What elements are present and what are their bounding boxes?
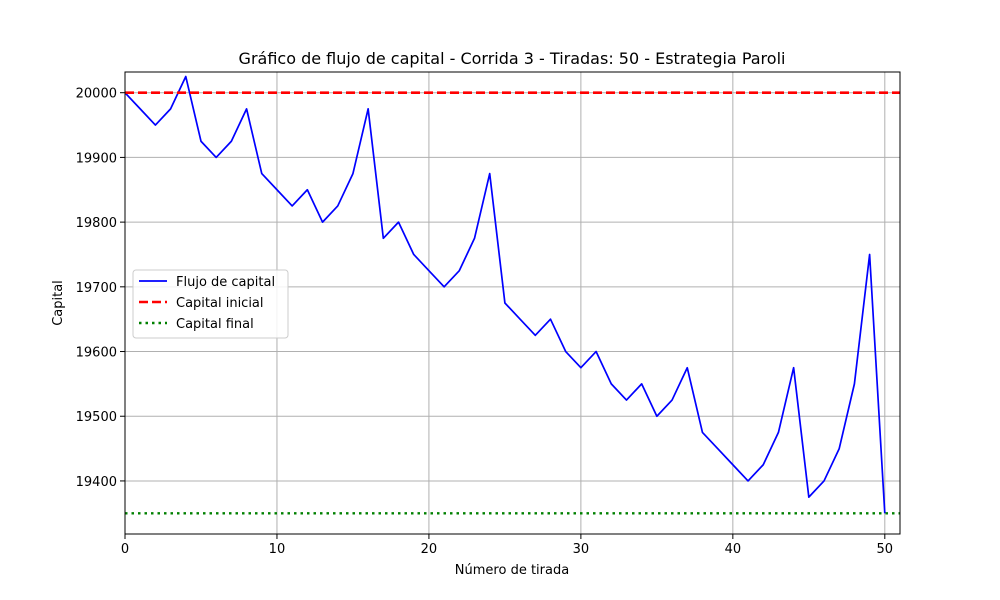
legend: Flujo de capital Capital inicial Capital f… [132,269,289,339]
x-tick-label: 50 [877,542,894,557]
y-tick-label: 19500 [76,410,117,425]
y-tick-label: 20000 [76,87,117,102]
y-tick-label: 19400 [76,475,117,490]
x-tick-label: 10 [269,542,286,557]
legend-entry-label: Capital inicial [176,296,264,311]
series-layer [125,75,900,515]
x-tick-label: 0 [121,542,129,557]
plot-frame [124,71,901,535]
legend-box [132,269,289,339]
x-axis-label: Número de tirada [455,563,569,578]
x-tick-label: 40 [725,542,742,557]
grid [124,72,900,534]
legend-entry-label: Capital final [176,317,254,332]
y-tick-label: 19700 [76,281,117,296]
x-tick-label: 20 [421,542,438,557]
chart-title: Gráfico de flujo de capital - Corrida 3 … [239,49,786,68]
y-axis-label: Capital [51,280,66,326]
series-line-flujo-de-capital [125,75,886,514]
y-tick-label: 19600 [76,346,117,361]
y-tick-label: 19800 [76,216,117,231]
legend-entry-label: Flujo de capital [176,275,275,290]
x-tick-label: 30 [573,542,590,557]
y-tick-label: 19900 [76,151,117,166]
ticks: 0 10 20 30 40 50 19400 19500 19600 19700 19800 1990… [76,87,893,557]
